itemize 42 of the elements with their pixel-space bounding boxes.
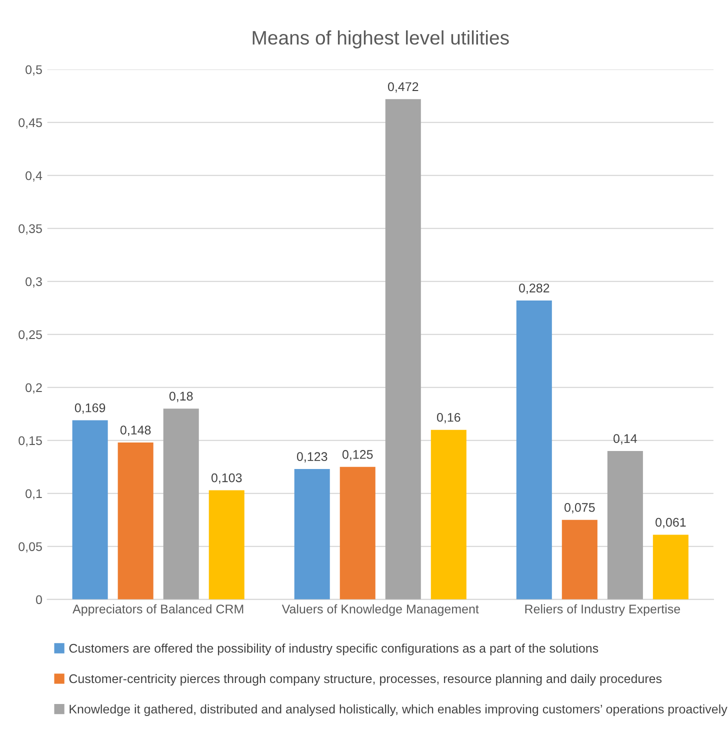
y-tick-label: 0,1: [26, 489, 42, 500]
y-tick-label: 0,45: [18, 118, 42, 129]
data-label: 0,282: [518, 284, 550, 294]
data-label: 0,075: [564, 503, 595, 514]
data-label: 0,103: [211, 473, 242, 484]
bar: [208, 490, 244, 600]
x-tick-label: Appreciators of Balanced CRM: [72, 604, 244, 616]
bar: [163, 408, 199, 600]
bar: [516, 300, 552, 600]
y-tick-label: 0,35: [18, 224, 42, 235]
legend-label: Customer-centricity pierces through company structure, processes, resource planning and daily procedures: [69, 674, 662, 686]
y-tick-label: 0,3: [26, 277, 42, 288]
y-tick-label: 0,5: [26, 65, 42, 76]
legend-label: Knowledge it gathered, distributed and analysed holistically, which enables improving customers’ operations proactively: [70, 704, 728, 716]
y-tick-label: 0,4: [26, 171, 42, 182]
y-tick-label: 0,15: [18, 436, 42, 447]
bar: [340, 466, 376, 600]
bar: [118, 442, 154, 600]
bar: [562, 520, 598, 600]
data-label: 0,18: [169, 392, 193, 402]
bar: [652, 534, 688, 600]
data-label: 0,148: [120, 426, 151, 436]
data-label: 0,123: [296, 452, 328, 462]
x-tick-label: Valuers of Knowledge Management: [282, 604, 479, 616]
bar: [294, 469, 330, 600]
legend-label: Customers are offered the possibility of industry specific configurations as a part of the solutions: [69, 644, 598, 656]
data-label: 0,169: [74, 403, 106, 414]
y-tick-label: 0,05: [18, 542, 42, 553]
bar: [72, 420, 108, 600]
bar: [430, 430, 466, 600]
data-label: 0,16: [436, 412, 460, 424]
y-tick-label: 0,25: [18, 330, 42, 341]
x-tick-label: Reliers of Industry Expertise: [525, 604, 680, 616]
data-label: 0,061: [656, 518, 686, 528]
data-label: 0,14: [614, 434, 637, 444]
data-label: 0,125: [342, 450, 373, 460]
data-label: 0,472: [388, 82, 418, 93]
bar: [607, 451, 643, 600]
bar: [385, 99, 421, 600]
y-tick-label: 0,2: [26, 383, 42, 394]
chart-title: Means of highest level utilities: [252, 30, 509, 48]
y-tick-label: 0: [36, 595, 42, 604]
